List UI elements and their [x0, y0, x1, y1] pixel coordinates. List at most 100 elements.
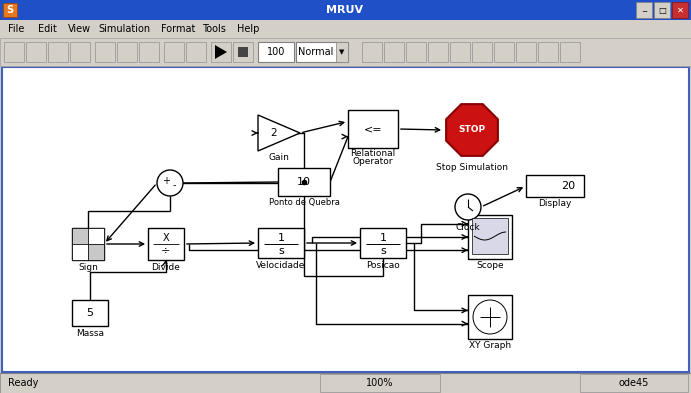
- Text: Relational: Relational: [350, 149, 396, 158]
- FancyBboxPatch shape: [4, 42, 24, 62]
- FancyBboxPatch shape: [211, 42, 231, 62]
- FancyBboxPatch shape: [362, 42, 382, 62]
- FancyBboxPatch shape: [164, 42, 184, 62]
- Text: File: File: [8, 24, 24, 34]
- Text: ─: ─: [642, 9, 646, 15]
- Text: STOP: STOP: [458, 125, 486, 134]
- FancyBboxPatch shape: [348, 110, 398, 148]
- FancyBboxPatch shape: [0, 0, 691, 20]
- Polygon shape: [215, 45, 227, 59]
- FancyBboxPatch shape: [672, 2, 688, 18]
- Text: 100%: 100%: [366, 378, 394, 388]
- Text: 2: 2: [271, 128, 277, 138]
- FancyBboxPatch shape: [468, 215, 512, 259]
- Polygon shape: [258, 115, 300, 151]
- Text: Massa: Massa: [76, 329, 104, 338]
- FancyBboxPatch shape: [3, 3, 17, 17]
- Text: S: S: [6, 5, 14, 15]
- Text: Scope: Scope: [476, 261, 504, 270]
- FancyBboxPatch shape: [48, 42, 68, 62]
- FancyBboxPatch shape: [117, 42, 137, 62]
- Text: XY Graph: XY Graph: [469, 342, 511, 351]
- Text: ÷: ÷: [161, 245, 171, 255]
- Text: □: □: [658, 6, 666, 15]
- FancyBboxPatch shape: [472, 42, 492, 62]
- FancyBboxPatch shape: [560, 42, 580, 62]
- Text: 5: 5: [86, 308, 93, 318]
- Text: X: X: [162, 233, 169, 243]
- FancyBboxPatch shape: [26, 42, 46, 62]
- Text: 1: 1: [278, 233, 285, 243]
- FancyBboxPatch shape: [654, 2, 670, 18]
- Text: Tools: Tools: [202, 24, 226, 34]
- FancyBboxPatch shape: [2, 67, 689, 372]
- Text: Normal: Normal: [299, 47, 334, 57]
- Text: Stop Simulation: Stop Simulation: [436, 162, 508, 171]
- FancyBboxPatch shape: [406, 42, 426, 62]
- Text: Display: Display: [538, 200, 571, 209]
- FancyBboxPatch shape: [278, 168, 330, 196]
- FancyBboxPatch shape: [320, 374, 440, 392]
- Text: Format: Format: [161, 24, 196, 34]
- Text: Gain: Gain: [269, 154, 290, 162]
- Circle shape: [473, 300, 507, 334]
- Text: s: s: [278, 246, 284, 256]
- Text: Velocidade: Velocidade: [256, 261, 305, 270]
- FancyBboxPatch shape: [238, 47, 248, 57]
- Text: -: -: [172, 180, 176, 190]
- FancyBboxPatch shape: [494, 42, 514, 62]
- Text: Posicao: Posicao: [366, 261, 400, 270]
- Text: 1: 1: [379, 233, 386, 243]
- FancyBboxPatch shape: [468, 295, 512, 339]
- Text: s: s: [380, 246, 386, 256]
- Text: 10: 10: [297, 177, 311, 187]
- FancyBboxPatch shape: [0, 20, 691, 38]
- Text: Ponto de Quebra: Ponto de Quebra: [269, 198, 339, 208]
- Text: ode45: ode45: [619, 378, 649, 388]
- Text: View: View: [68, 24, 91, 34]
- FancyBboxPatch shape: [72, 244, 88, 260]
- FancyBboxPatch shape: [450, 42, 470, 62]
- FancyBboxPatch shape: [538, 42, 558, 62]
- Text: Simulation: Simulation: [98, 24, 150, 34]
- FancyBboxPatch shape: [258, 228, 304, 258]
- FancyBboxPatch shape: [296, 42, 348, 62]
- FancyBboxPatch shape: [148, 228, 184, 260]
- FancyBboxPatch shape: [70, 42, 90, 62]
- FancyBboxPatch shape: [526, 175, 584, 197]
- FancyBboxPatch shape: [186, 42, 206, 62]
- FancyBboxPatch shape: [88, 228, 104, 244]
- Text: +: +: [162, 176, 170, 186]
- FancyBboxPatch shape: [636, 2, 652, 18]
- FancyBboxPatch shape: [360, 228, 406, 258]
- Text: Operator: Operator: [352, 156, 393, 165]
- FancyBboxPatch shape: [88, 244, 104, 260]
- Text: MRUV: MRUV: [326, 5, 363, 15]
- FancyBboxPatch shape: [0, 373, 691, 393]
- FancyBboxPatch shape: [72, 228, 104, 260]
- Text: Edit: Edit: [38, 24, 57, 34]
- Text: Clock: Clock: [455, 222, 480, 231]
- Text: 20: 20: [560, 181, 575, 191]
- FancyBboxPatch shape: [95, 42, 115, 62]
- FancyBboxPatch shape: [472, 218, 508, 254]
- Text: Sign: Sign: [78, 263, 98, 272]
- FancyBboxPatch shape: [384, 42, 404, 62]
- FancyBboxPatch shape: [0, 38, 691, 66]
- FancyBboxPatch shape: [72, 300, 108, 326]
- Text: <=: <=: [363, 124, 382, 134]
- FancyBboxPatch shape: [139, 42, 159, 62]
- Circle shape: [455, 194, 481, 220]
- FancyBboxPatch shape: [428, 42, 448, 62]
- FancyBboxPatch shape: [72, 228, 88, 244]
- FancyBboxPatch shape: [336, 42, 348, 62]
- Text: Help: Help: [238, 24, 260, 34]
- Text: ✕: ✕: [676, 6, 683, 15]
- FancyBboxPatch shape: [258, 42, 294, 62]
- Text: ▼: ▼: [339, 49, 345, 55]
- Text: 100: 100: [267, 47, 285, 57]
- Polygon shape: [446, 104, 498, 156]
- Text: Divide: Divide: [151, 263, 180, 272]
- Text: Ready: Ready: [8, 378, 39, 388]
- FancyBboxPatch shape: [580, 374, 688, 392]
